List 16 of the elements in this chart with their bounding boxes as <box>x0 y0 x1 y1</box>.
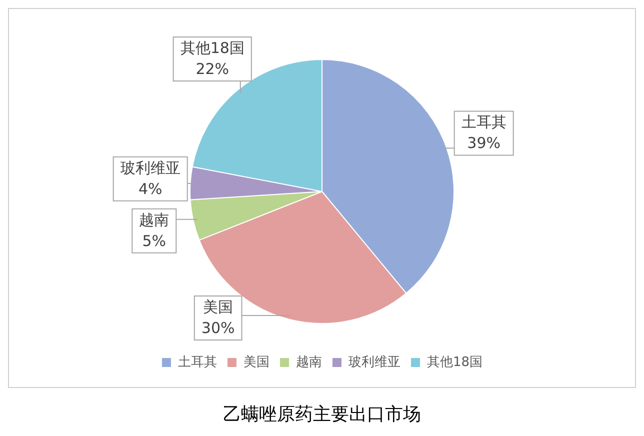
data-label: 39% <box>467 134 501 152</box>
data-label: 4% <box>138 180 162 198</box>
legend-label: 美国 <box>243 354 270 370</box>
legend-label: 其他18国 <box>426 354 483 370</box>
slice-label: 土耳其 <box>461 113 506 132</box>
legend-label: 越南 <box>296 354 322 370</box>
slice-label: 越南 <box>139 210 170 229</box>
data-label: 5% <box>142 232 166 250</box>
legend-label: 土耳其 <box>178 354 217 370</box>
slice-label: 其他18国 <box>180 38 244 57</box>
slice-label: 美国 <box>203 298 234 316</box>
data-label: 22% <box>196 60 230 78</box>
legend-label: 玻利维亚 <box>348 354 400 370</box>
slice-label: 玻利维亚 <box>120 158 180 177</box>
data-label: 30% <box>201 318 235 337</box>
text: 乙螨唑原药主要出口市场 <box>222 403 422 426</box>
